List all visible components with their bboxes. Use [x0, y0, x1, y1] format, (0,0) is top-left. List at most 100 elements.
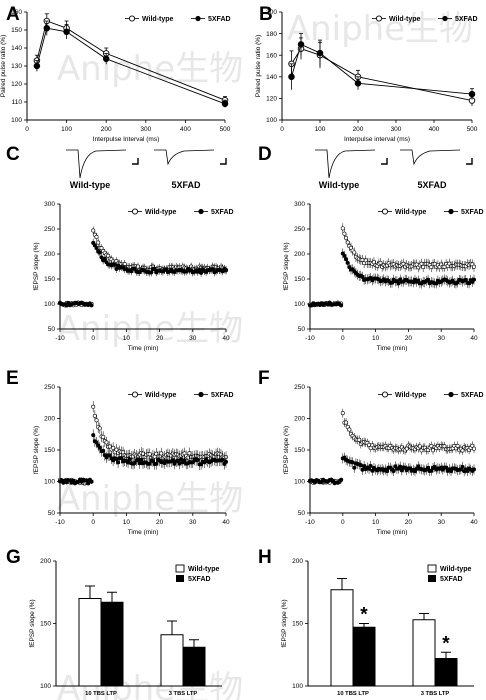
bar-wild-type	[412, 619, 436, 687]
x-tick-label: 100	[315, 126, 326, 133]
y-axis-label: fEPSP slope (%)	[33, 426, 40, 474]
data-point	[127, 457, 132, 462]
x-axis-label: Time (min)	[128, 345, 159, 352]
y-tick-label: 150	[294, 447, 305, 454]
data-point	[159, 451, 164, 456]
x-tick-label: 400	[180, 126, 191, 133]
x-tick-label: -10	[55, 519, 65, 526]
y-tick-label: 50	[298, 510, 306, 517]
data-point	[471, 467, 476, 472]
x-tick-label: 20	[405, 335, 413, 342]
y-tick-label: 150	[44, 447, 55, 454]
x-tick-label: 40	[222, 519, 230, 526]
y-tick-label: 100	[11, 117, 22, 124]
legend-label-5xfad: 5XFAD	[208, 16, 231, 23]
data-point	[221, 100, 229, 108]
y-tick-label: 200	[44, 416, 55, 423]
x-tick-label: 10	[372, 519, 380, 526]
y-tick-label: 100	[40, 683, 51, 690]
panel-letter: C	[6, 144, 20, 165]
bar-5xfad	[182, 646, 206, 687]
y-tick-label: 150	[11, 27, 22, 34]
legend-swatch-wild-type	[427, 564, 437, 573]
y-tick-label: 150	[294, 276, 305, 283]
data-point	[147, 452, 152, 457]
data-point	[224, 459, 229, 464]
data-point	[391, 469, 396, 474]
data-point	[340, 226, 345, 231]
bar-wild-type	[330, 589, 354, 687]
y-axis-label: fEPSP slope (%)	[283, 426, 290, 474]
data-point	[344, 257, 349, 262]
legend-swatch-5xfad	[428, 575, 436, 582]
x-tick-label: 30	[189, 335, 197, 342]
data-point	[426, 277, 431, 282]
data-point	[444, 465, 449, 470]
y-tick-label: 200	[44, 251, 55, 258]
x-axis-label: Interpulse Interval (ms)	[93, 136, 159, 143]
data-point	[136, 457, 141, 462]
data-point	[96, 240, 101, 245]
data-point	[182, 458, 187, 463]
x-tick-label: 300	[140, 126, 151, 133]
x-tick-label: 30	[189, 519, 197, 526]
y-axis-label: fEPSP slope (%)	[283, 242, 290, 290]
y-tick-label: 50	[48, 326, 56, 333]
data-point	[417, 444, 422, 449]
panel-H: H 100 150 200 fEPSP slope (%) * 10 TBS LTP * 3 T…	[258, 547, 474, 697]
y-tick-label: 110	[12, 99, 23, 106]
legend-label-wild-type: Wild-type	[395, 209, 427, 216]
data-point	[147, 461, 152, 466]
x-tick-label: 0	[25, 126, 29, 133]
data-point	[368, 464, 373, 469]
data-point	[114, 456, 119, 461]
category-label: 10 TBS LTP	[85, 691, 117, 697]
data-point	[97, 445, 102, 450]
scale-bar	[466, 158, 473, 165]
x-tick-label: 0	[341, 335, 345, 342]
data-point	[339, 477, 344, 482]
y-tick-label: 300	[294, 201, 305, 208]
legend-marker-5xfad	[198, 391, 204, 398]
panel-D: D 50 100 150 200 250 300 -10 0 10 20 30 40 Time (min)…	[258, 144, 484, 352]
legend-label-wild-type: Wild-type	[440, 566, 472, 573]
data-point	[358, 463, 363, 468]
data-point	[347, 427, 352, 432]
x-tick-label: 10	[372, 335, 380, 342]
legend-marker-wild-type	[381, 391, 389, 398]
data-point	[220, 457, 225, 462]
bar-wild-type	[160, 634, 184, 687]
data-point	[114, 266, 119, 271]
data-point	[139, 457, 144, 462]
y-tick-label: 200	[266, 9, 277, 16]
epsp-trace	[400, 149, 461, 166]
y-tick-label: 150	[40, 621, 51, 628]
epsp-trace	[66, 149, 127, 179]
data-point	[471, 277, 476, 282]
data-point	[357, 437, 362, 442]
panel-C: C 50 100 150 200 250 300 -10 0 10 20 30 40 Time (min)…	[6, 144, 234, 352]
legend-label-wild-type: Wild-type	[145, 392, 177, 399]
y-tick-label: 200	[40, 558, 51, 565]
panel-E: E 50 100 150 200 250 -10 0 10 20 30 40 Time (min) fEP…	[6, 368, 234, 536]
data-point	[94, 418, 99, 423]
x-tick-label: 200	[101, 126, 112, 133]
legend-swatch-wild-type	[175, 564, 185, 573]
legend-label-5xfad: 5XFAD	[440, 576, 463, 583]
y-tick-label: 150	[44, 276, 55, 283]
y-tick-label: 130	[11, 63, 22, 70]
data-point	[460, 464, 465, 469]
data-point	[288, 73, 295, 81]
data-point	[177, 461, 182, 466]
legend-marker-5xfad	[448, 208, 454, 215]
data-point	[471, 446, 476, 451]
data-point	[141, 451, 146, 456]
data-point	[199, 270, 204, 275]
data-point	[33, 62, 41, 70]
legend-label-wild-type: Wild-type	[188, 566, 220, 573]
legend-marker-wild-type	[131, 208, 139, 215]
watermark-text: Aniphe生物	[57, 479, 243, 519]
legend-marker-5xfad	[198, 208, 204, 215]
data-point	[345, 260, 350, 265]
